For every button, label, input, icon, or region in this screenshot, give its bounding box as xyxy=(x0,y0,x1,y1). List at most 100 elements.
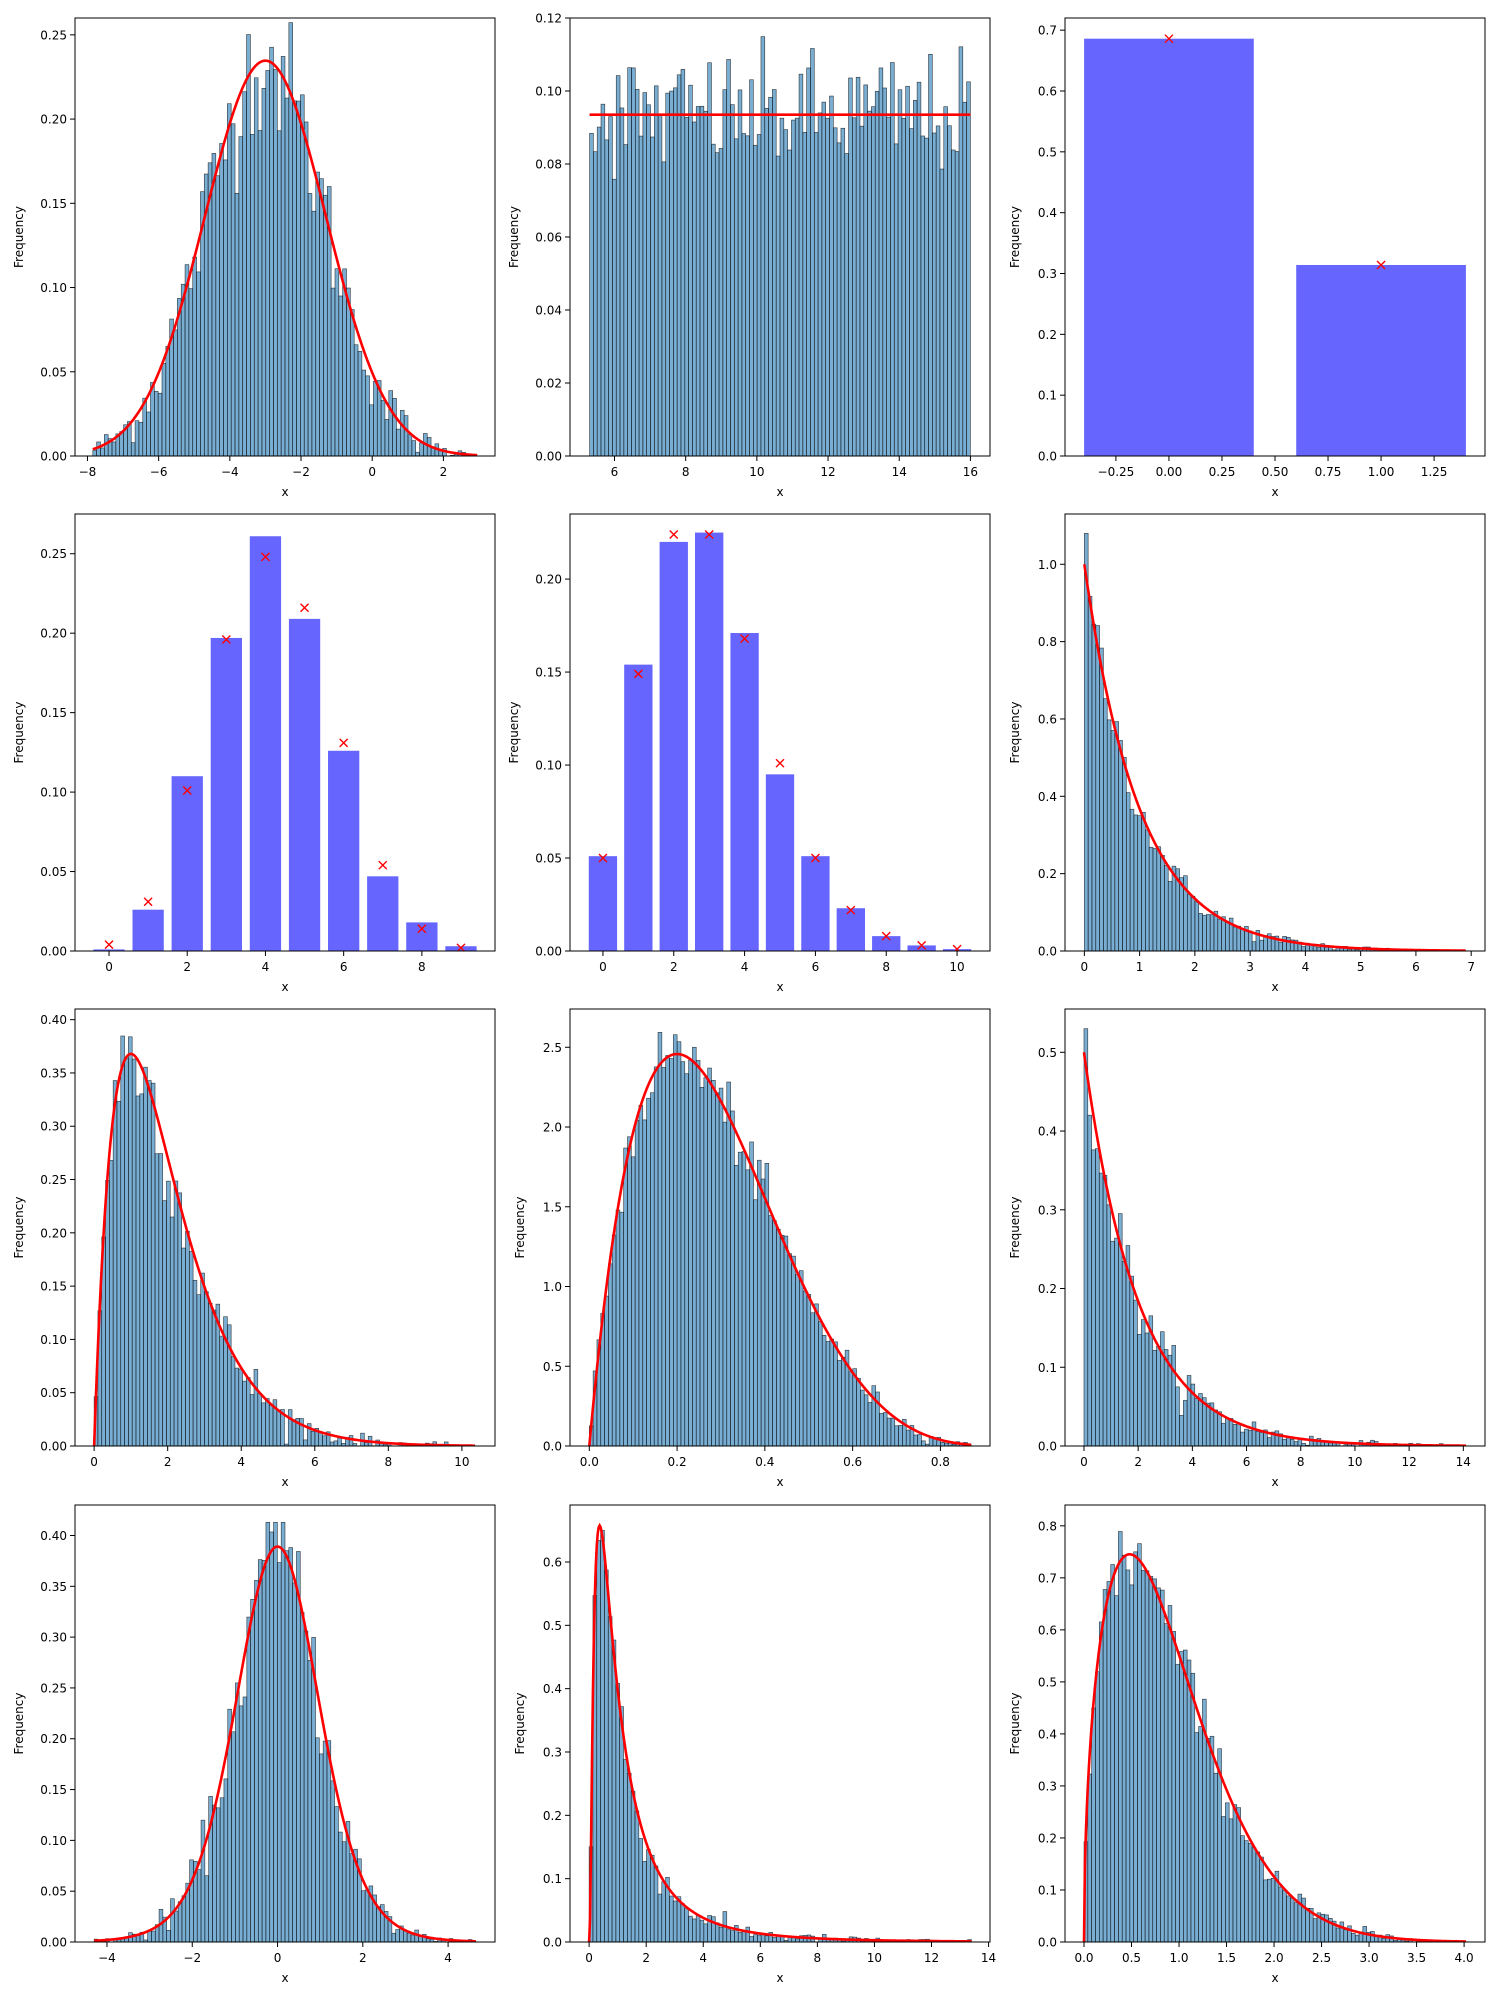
histogram-bar xyxy=(1141,812,1146,951)
histogram-bar xyxy=(852,1368,857,1446)
histogram-bar xyxy=(391,1932,396,1942)
pmf-bar xyxy=(132,909,164,951)
histogram-bar xyxy=(373,380,378,456)
histogram-bar xyxy=(947,125,952,456)
histogram-bar xyxy=(169,1216,175,1446)
histogram-bar xyxy=(352,1443,358,1446)
histogram-bar xyxy=(204,1875,209,1942)
histogram-bar xyxy=(1316,947,1322,951)
histogram-bar xyxy=(695,106,701,456)
histogram-bar xyxy=(634,1120,640,1446)
x-tick-label: 6 xyxy=(1243,1455,1251,1469)
y-axis-ticks: 0.00 0.05 0.10 0.15 0.20 0.25 xyxy=(40,28,75,464)
histogram-bar xyxy=(166,1929,171,1942)
x-axis-label: x xyxy=(776,1971,783,1985)
histogram-bar xyxy=(600,103,606,456)
histogram-bar xyxy=(341,1841,347,1942)
histogram-bar xyxy=(400,409,405,456)
histogram-bars xyxy=(93,1521,477,1942)
histogram-bar xyxy=(1164,864,1169,951)
histogram-bar xyxy=(1160,854,1165,951)
histogram-bar xyxy=(913,1434,918,1446)
y-axis-ticks: 0.00 0.05 0.10 0.15 0.20 xyxy=(535,573,570,959)
histogram-bar xyxy=(219,1797,225,1942)
histogram-bar xyxy=(722,1121,728,1446)
histogram-bar xyxy=(703,110,708,456)
histogram-bar xyxy=(753,144,758,456)
y-tick-label: 0.0 xyxy=(543,1936,562,1950)
histogram-bar xyxy=(699,105,705,456)
histogram-bar xyxy=(319,178,324,456)
y-tick-label: 0.08 xyxy=(535,158,562,172)
histogram-bar xyxy=(292,1582,297,1942)
histogram-bar xyxy=(856,1377,861,1446)
histogram-bar xyxy=(821,1334,827,1446)
pmf-bar xyxy=(249,536,282,951)
histogram-bar xyxy=(779,117,785,456)
pmf-marker-x xyxy=(456,943,466,951)
histogram-bar xyxy=(962,101,967,456)
y-tick-label: 0.10 xyxy=(40,1834,67,1848)
histogram-bar xyxy=(695,1915,701,1942)
histogram-bar xyxy=(330,1780,335,1942)
histogram-bar xyxy=(269,46,274,456)
histogram-bar xyxy=(200,1272,205,1446)
histogram-bar xyxy=(196,1869,202,1942)
y-tick-label: 0.4 xyxy=(1038,790,1057,804)
histogram-bar xyxy=(323,194,328,456)
histogram-bar xyxy=(207,162,213,456)
histogram-bar xyxy=(692,1918,697,1942)
y-tick-label: 0.3 xyxy=(1038,1203,1057,1217)
histogram-bar xyxy=(825,117,830,456)
histogram-bars xyxy=(589,36,971,456)
histogram-bar xyxy=(1114,1595,1119,1942)
histogram-bar xyxy=(657,1032,663,1446)
histogram-bar xyxy=(242,1380,247,1446)
histogram-bar xyxy=(631,1156,636,1446)
y-tick-label: 0.4 xyxy=(1038,1727,1057,1741)
y-tick-label: 2.5 xyxy=(543,1041,562,1055)
histogram-bar xyxy=(1148,1576,1154,1942)
histogram-bar xyxy=(284,1550,290,1942)
x-axis-label: x xyxy=(776,485,783,499)
histogram-bar xyxy=(703,1077,708,1446)
pmf-marker-x xyxy=(740,634,750,644)
histogram-bar xyxy=(813,132,819,456)
x-tick-label: 4 xyxy=(262,960,270,974)
histogram-bar xyxy=(749,79,754,456)
histogram-bar xyxy=(1324,946,1329,951)
histogram-bar xyxy=(867,1402,873,1446)
pmf-marker-x xyxy=(300,603,310,613)
y-tick-label: 0.15 xyxy=(40,197,67,211)
histogram-bar xyxy=(966,81,971,456)
histogram-bar xyxy=(261,1560,267,1942)
histogram-bar xyxy=(630,1790,636,1942)
histogram-bar xyxy=(1175,1386,1180,1446)
x-axis-ticks: −0.25 0.00 0.25 0.50 0.75 1.00 1.25 xyxy=(1098,456,1447,479)
axes-frame xyxy=(1064,1008,1486,1447)
histogram-bar xyxy=(883,1412,888,1446)
axes-frame xyxy=(74,1008,496,1447)
histogram-bar xyxy=(615,1209,621,1446)
histogram-bar xyxy=(882,87,887,456)
histogram-bar xyxy=(810,48,815,456)
histogram-bar xyxy=(265,1398,270,1446)
x-tick-label: 5 xyxy=(1357,960,1365,974)
histogram-bar xyxy=(673,87,678,456)
histogram-bar xyxy=(791,1255,796,1446)
histogram-bar xyxy=(1282,936,1287,951)
fit-curve xyxy=(94,1545,476,1942)
histogram-bar xyxy=(1251,941,1257,951)
histogram-bar xyxy=(741,1151,747,1446)
histogram-bar xyxy=(143,1066,148,1446)
histogram-bar xyxy=(1301,1442,1306,1446)
x-tick-label: 3.5 xyxy=(1407,1951,1426,1965)
x-axis-label: x xyxy=(776,1475,783,1489)
histogram-bar xyxy=(1248,930,1253,951)
histogram-bar xyxy=(250,1599,255,1942)
histogram-bar xyxy=(277,130,282,456)
y-tick-label: 0.15 xyxy=(40,706,67,720)
histogram-bar xyxy=(776,1228,781,1446)
x-tick-label: −4 xyxy=(221,465,239,479)
histogram-bar xyxy=(650,136,655,456)
